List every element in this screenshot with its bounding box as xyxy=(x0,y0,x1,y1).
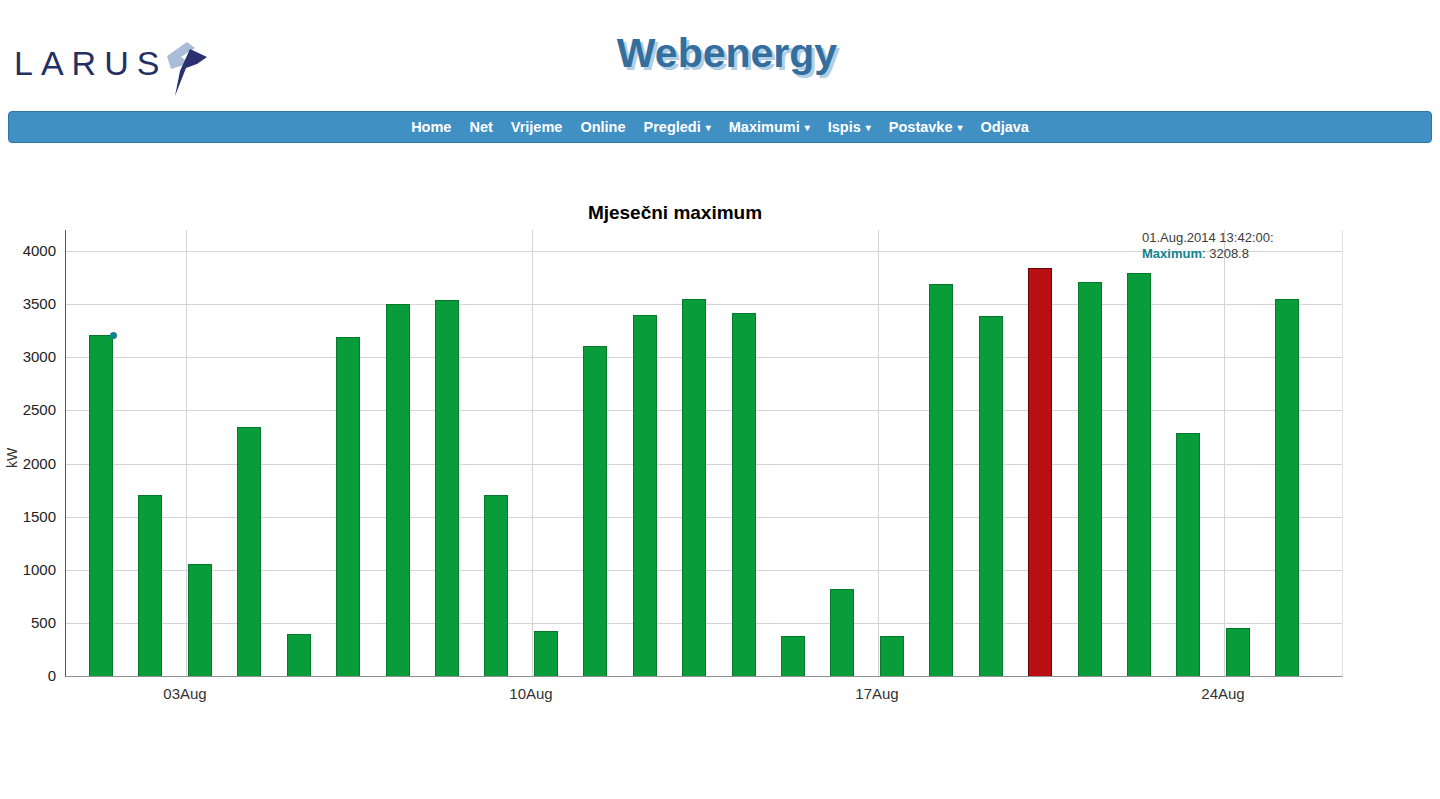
annotation-maximum: Maximum: 3208.8 xyxy=(1142,246,1274,262)
bar-16Aug[interactable] xyxy=(830,589,854,676)
y-tick-label: 1000 xyxy=(0,561,56,578)
y-tick-label: 0 xyxy=(0,667,56,684)
bar-21Aug[interactable] xyxy=(1078,282,1102,676)
x-gridline xyxy=(878,230,879,676)
maximum-marker-dot xyxy=(110,332,117,339)
bar-12Aug[interactable] xyxy=(633,315,657,676)
bar-25Aug[interactable] xyxy=(1275,299,1299,676)
bar-03Aug[interactable] xyxy=(188,564,212,676)
bar-19Aug[interactable] xyxy=(979,316,1003,676)
y-tick-label: 2000 xyxy=(0,455,56,472)
bar-20Aug[interactable] xyxy=(1028,268,1052,676)
bar-18Aug[interactable] xyxy=(929,284,953,676)
bar-17Aug[interactable] xyxy=(880,636,904,676)
x-tick-label: 17Aug xyxy=(837,685,917,702)
y-tick-label: 3500 xyxy=(0,295,56,312)
bar-14Aug[interactable] xyxy=(732,313,756,676)
y-tick-label: 3000 xyxy=(0,348,56,365)
bar-07Aug[interactable] xyxy=(386,304,410,676)
bar-02Aug[interactable] xyxy=(138,495,162,676)
x-tick-label: 10Aug xyxy=(491,685,571,702)
bar-09Aug[interactable] xyxy=(484,495,508,676)
annotation-maximum-value: : 3208.8 xyxy=(1202,246,1249,261)
x-tick-label: 03Aug xyxy=(145,685,225,702)
x-tick-label: 24Aug xyxy=(1183,685,1263,702)
bar-13Aug[interactable] xyxy=(682,299,706,676)
bar-24Aug[interactable] xyxy=(1226,628,1250,676)
bar-10Aug[interactable] xyxy=(534,631,558,676)
annotation-date: 01.Aug.2014 13:42:00: xyxy=(1142,230,1274,246)
chart-title: Mjesečni maximum xyxy=(375,202,975,224)
y-tick-label: 4000 xyxy=(0,242,56,259)
plot-area xyxy=(65,230,1343,677)
bar-22Aug[interactable] xyxy=(1127,273,1151,676)
bar-05Aug[interactable] xyxy=(287,634,311,677)
x-gridline xyxy=(532,230,533,676)
annotation: 01.Aug.2014 13:42:00: Maximum: 3208.8 xyxy=(1142,230,1274,262)
monthly-maximum-chart: Mjesečni maximum kW 01.Aug.2014 13:42:00… xyxy=(0,0,1440,799)
x-gridline xyxy=(1224,230,1225,676)
annotation-maximum-label: Maximum xyxy=(1142,246,1202,261)
bar-06Aug[interactable] xyxy=(336,337,360,676)
x-gridline xyxy=(186,230,187,676)
y-tick-label: 2500 xyxy=(0,401,56,418)
bar-01Aug[interactable] xyxy=(89,335,113,676)
bar-11Aug[interactable] xyxy=(583,346,607,676)
y-tick-label: 1500 xyxy=(0,508,56,525)
bar-15Aug[interactable] xyxy=(781,636,805,676)
bar-08Aug[interactable] xyxy=(435,300,459,676)
bar-04Aug[interactable] xyxy=(237,427,261,676)
y-tick-label: 500 xyxy=(0,614,56,631)
bar-23Aug[interactable] xyxy=(1176,433,1200,676)
